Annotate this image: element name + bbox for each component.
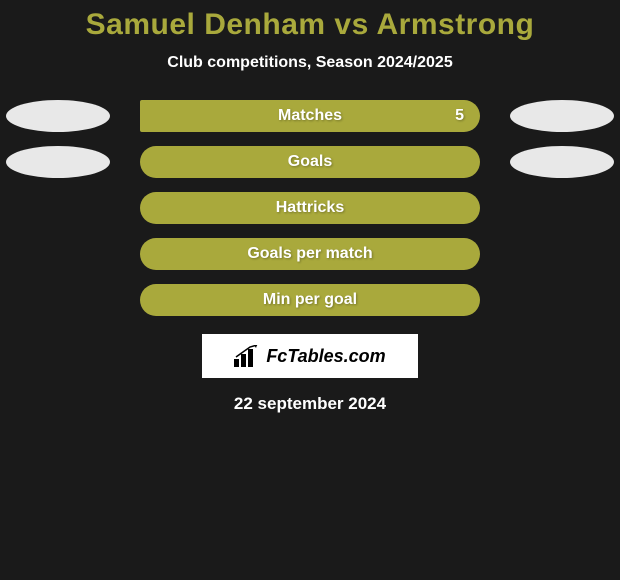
stat-row: Goals: [0, 146, 620, 178]
stat-label: Hattricks: [276, 199, 344, 217]
stat-bar: Matches 5: [140, 100, 480, 132]
right-spacer: [510, 238, 614, 270]
stat-label: Min per goal: [263, 291, 357, 309]
date-label: 22 september 2024: [0, 394, 620, 414]
stat-row: Min per goal: [0, 284, 620, 316]
stat-row: Hattricks: [0, 192, 620, 224]
stat-bar: Hattricks: [140, 192, 480, 224]
stat-label: Matches: [278, 107, 342, 125]
right-ellipse: [510, 146, 614, 178]
right-spacer: [510, 192, 614, 224]
comparison-subtitle: Club competitions, Season 2024/2025: [0, 54, 620, 72]
logo-bars-icon: [234, 345, 260, 367]
stat-bar: Goals: [140, 146, 480, 178]
left-ellipse: [6, 146, 110, 178]
stat-label: Goals: [288, 153, 332, 171]
left-spacer: [6, 238, 110, 270]
comparison-container: Samuel Denham vs Armstrong Club competit…: [0, 0, 620, 414]
right-spacer: [510, 284, 614, 316]
stat-row: Goals per match: [0, 238, 620, 270]
left-spacer: [6, 192, 110, 224]
logo-text: FcTables.com: [266, 346, 385, 367]
stat-value: 5: [455, 107, 464, 125]
stat-bar: Goals per match: [140, 238, 480, 270]
stat-row: Matches 5: [0, 100, 620, 132]
stat-rows: Matches 5 Goals Hattricks Goals per match Min…: [0, 100, 620, 316]
logo-box: FcTables.com: [202, 334, 418, 378]
comparison-title: Samuel Denham vs Armstrong: [0, 8, 620, 42]
stat-bar: Min per goal: [140, 284, 480, 316]
left-ellipse: [6, 100, 110, 132]
stat-label: Goals per match: [247, 245, 372, 263]
right-ellipse: [510, 100, 614, 132]
left-spacer: [6, 284, 110, 316]
